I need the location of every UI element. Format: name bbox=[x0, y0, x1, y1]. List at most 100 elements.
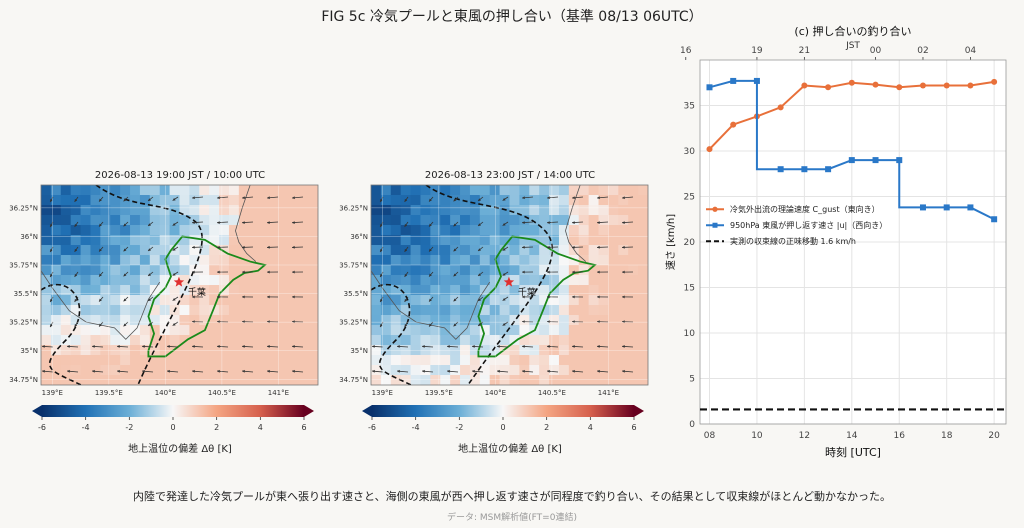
data-source-note: データ: MSM解析値(FT=0連結) bbox=[447, 513, 577, 523]
top-tick-label: 21 bbox=[799, 46, 810, 56]
wind-arrow-head bbox=[74, 248, 78, 252]
colorbar-tick: 4 bbox=[588, 423, 593, 432]
wind-arrow-head bbox=[404, 273, 408, 277]
wind-arrow-head bbox=[622, 245, 625, 249]
series-wind-point bbox=[801, 166, 808, 173]
wind-vectors bbox=[372, 196, 634, 373]
wind-arrow-head bbox=[522, 369, 525, 373]
wind-arrow-head bbox=[123, 248, 127, 252]
wind-arrow-head bbox=[622, 320, 625, 324]
wind-arrow-head bbox=[380, 224, 383, 228]
series-gust-point bbox=[848, 79, 855, 86]
series-gust-point bbox=[967, 82, 974, 89]
wind-arrow-head bbox=[572, 196, 575, 200]
map-y-tick: 35°N bbox=[20, 347, 38, 355]
map-x-tick: 140°E bbox=[155, 389, 176, 397]
colorbar-b-label: 地上温位の偏差 Δθ [K] bbox=[458, 444, 562, 455]
series-gust-point bbox=[872, 81, 879, 88]
wind-arrow-head bbox=[597, 345, 600, 348]
wind-arrow-head bbox=[572, 221, 575, 224]
wind-arrow-head bbox=[142, 345, 145, 348]
wind-arrow-head bbox=[572, 245, 575, 249]
colorbar-a: -6 -4 -2 0 2 4 6 bbox=[32, 405, 314, 432]
wind-arrow-head bbox=[372, 345, 375, 348]
top-tick-label: 16 bbox=[680, 46, 692, 56]
colorbar-tick: -4 bbox=[412, 423, 420, 432]
wind-arrow-head bbox=[242, 196, 245, 200]
colorbar-gradient bbox=[42, 405, 304, 417]
wind-arrow-head bbox=[192, 320, 195, 324]
map-x-tick: 141°E bbox=[268, 389, 289, 397]
wind-arrow-head bbox=[292, 221, 295, 224]
wind-arrow-head bbox=[397, 369, 400, 373]
wind-arrow-head bbox=[217, 270, 220, 274]
wind-arrow-head bbox=[148, 298, 152, 301]
wind-arrow-head bbox=[622, 345, 625, 348]
legend-entry: 実測の収束線の正味移動 1.6 km/h bbox=[730, 236, 856, 246]
map-y-tick: 35.25°N bbox=[339, 319, 368, 327]
wind-arrow-head bbox=[167, 345, 170, 348]
series-gust-point bbox=[919, 82, 926, 89]
map-x-tick: 139°E bbox=[372, 389, 393, 397]
colorbar-tick: -6 bbox=[38, 423, 46, 432]
series-gust-point bbox=[801, 82, 808, 89]
wind-arrow-head bbox=[478, 298, 482, 301]
wind-arrow-head bbox=[50, 224, 53, 228]
wind-arrow-head bbox=[429, 323, 432, 327]
wind-arrow-head bbox=[92, 369, 95, 373]
colorbar-tick: 0 bbox=[170, 423, 175, 432]
wind-arrow-head bbox=[429, 273, 432, 277]
series-wind-point bbox=[825, 166, 832, 173]
colorbar-max-extend bbox=[304, 405, 314, 417]
wind-arrow-head bbox=[429, 298, 432, 302]
map-y-tick: 36°N bbox=[20, 233, 38, 241]
wind-arrow-head bbox=[192, 245, 195, 249]
wind-arrow-head bbox=[522, 245, 525, 249]
wind-arrow-head bbox=[148, 273, 152, 276]
map-y-tick: 35°N bbox=[350, 347, 368, 355]
wind-arrow-head bbox=[429, 223, 432, 227]
wind-arrow-head bbox=[74, 223, 78, 227]
wind-arrow-head bbox=[597, 270, 600, 274]
figure-caption: 内陸で発達した冷気プールが東へ張り出す速さと、海側の東風が西へ押し返す速さが同程… bbox=[133, 490, 891, 503]
y-tick-label: 35 bbox=[684, 102, 695, 112]
series-wind-point bbox=[872, 157, 879, 164]
top-tick-label: 19 bbox=[751, 46, 763, 56]
wind-arrow-head bbox=[172, 247, 176, 251]
map-x-tick: 139.5°E bbox=[425, 389, 453, 397]
wind-arrow-head bbox=[522, 221, 525, 224]
cold-contour bbox=[371, 283, 412, 385]
wind-arrow-head bbox=[217, 245, 220, 249]
series-gust-point bbox=[706, 146, 713, 153]
wind-arrow-head bbox=[217, 369, 220, 373]
series-wind-point bbox=[967, 204, 974, 211]
wind-arrow-head bbox=[267, 345, 270, 348]
wind-arrow-head bbox=[267, 295, 270, 299]
wind-arrow-head bbox=[547, 295, 550, 299]
wind-arrow-head bbox=[148, 323, 152, 326]
colorbar-b: -6 -4 -2 0 2 4 6 bbox=[362, 405, 644, 432]
top-tick-label: 00 bbox=[870, 46, 882, 56]
map-y-tick: 35.25°N bbox=[9, 319, 38, 327]
colorbar-tick: -6 bbox=[368, 423, 376, 432]
zero-contour bbox=[425, 185, 554, 385]
wind-arrow-head bbox=[478, 323, 482, 326]
series-wind-point bbox=[943, 204, 950, 211]
colorbar-tick: 2 bbox=[544, 423, 549, 432]
wind-arrow-head bbox=[453, 198, 457, 202]
wind-arrow-head bbox=[74, 298, 78, 302]
wind-arrow-head bbox=[478, 248, 482, 251]
wind-arrow-head bbox=[50, 324, 53, 328]
wind-arrow-head bbox=[380, 249, 383, 253]
map-x-tick: 140.5°E bbox=[208, 389, 236, 397]
wind-arrow-head bbox=[547, 345, 550, 348]
wind-arrow-head bbox=[192, 295, 195, 299]
wind-arrow-head bbox=[99, 298, 102, 302]
wind-arrow-head bbox=[404, 298, 408, 302]
wind-arrow-head bbox=[217, 221, 220, 224]
wind-arrow-head bbox=[547, 245, 550, 249]
series-gust-point bbox=[991, 78, 998, 85]
wind-arrow-head bbox=[622, 295, 625, 299]
wind-arrow-head bbox=[267, 270, 270, 274]
wind-arrow-head bbox=[123, 223, 127, 227]
